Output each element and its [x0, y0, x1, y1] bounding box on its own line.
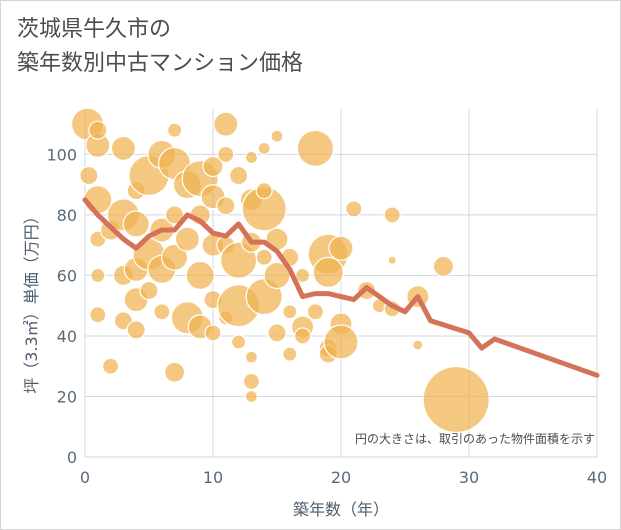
x-tick-label: 40 [587, 468, 607, 487]
bubble-point [216, 196, 236, 216]
bubble-point [282, 346, 298, 362]
bubble-point [270, 129, 284, 143]
y-tick-label: 20 [57, 387, 77, 406]
bubble-point [295, 267, 311, 284]
bubble-point [282, 304, 298, 320]
y-tick-label: 40 [57, 327, 77, 346]
bubble-point [79, 165, 99, 186]
bubble-point [202, 155, 224, 178]
bubble-point [306, 303, 324, 321]
chart-title-line2: 築年数別中古マンション価格 [17, 51, 304, 76]
bubble-point [185, 260, 215, 291]
x-tick-label: 0 [80, 468, 90, 487]
bubble-point [101, 357, 120, 375]
chart-title: 茨城県牛久市の 築年数別中古マンション価格 [17, 13, 303, 81]
bubble-point [161, 243, 189, 271]
bubble-point [412, 339, 424, 351]
bubble-point [90, 267, 106, 284]
bubble-point [244, 150, 258, 165]
bubble-layer [70, 107, 490, 434]
bubble-point [242, 372, 260, 390]
bubble-point [204, 324, 222, 342]
bubble-point [122, 210, 150, 238]
bubble-point [383, 206, 401, 224]
bubble-point [244, 350, 258, 364]
bubble-point [294, 327, 312, 345]
bubble-point [267, 323, 287, 343]
bubble-point [432, 255, 454, 277]
y-tick-labels: 0 20 40 60 80 100 [46, 145, 77, 467]
x-tick-label: 10 [203, 468, 223, 487]
bubble-point [255, 248, 273, 266]
bubble-point [323, 324, 359, 360]
x-tick-label: 20 [331, 468, 351, 487]
bubble-point [164, 361, 186, 383]
bubble-point [89, 306, 107, 324]
chart-title-line1: 茨城県牛久市の [17, 17, 172, 42]
x-axis-label: 築年数（年） [293, 500, 389, 519]
bubble-point [296, 129, 334, 167]
bubble-point [126, 320, 146, 340]
x-tick-labels: 0 10 20 30 40 [80, 468, 607, 487]
y-tick-label: 0 [67, 448, 77, 467]
y-tick-label: 80 [57, 206, 77, 225]
bubble-point [139, 280, 159, 301]
bubble-point [328, 235, 354, 261]
bubble-point [88, 120, 108, 140]
bubble-point [167, 122, 183, 138]
bubble-point [213, 111, 239, 137]
y-tick-label: 60 [57, 266, 77, 285]
bubble-point [345, 200, 363, 218]
bubble-point [244, 389, 258, 404]
bubble-point [229, 165, 249, 186]
bubble-point [387, 255, 397, 265]
bubble-point [153, 303, 171, 321]
y-axis-label: 坪（3.3㎡）単価（万円） [22, 208, 41, 393]
y-tick-label: 100 [46, 145, 77, 164]
bubble-point [312, 256, 344, 289]
bubble-point [110, 135, 137, 161]
bubble-point [174, 226, 200, 252]
bubble-point [231, 334, 247, 350]
bubble-size-note: 円の大きさは、取引のあった物件面積を示す [355, 431, 595, 446]
bubble-point [257, 141, 271, 155]
trend-line [82, 197, 600, 378]
bubble-point [217, 145, 235, 163]
x-tick-label: 30 [459, 468, 479, 487]
bubble-point [422, 365, 490, 434]
bubble-point [165, 205, 185, 225]
bubble-point [255, 182, 273, 200]
